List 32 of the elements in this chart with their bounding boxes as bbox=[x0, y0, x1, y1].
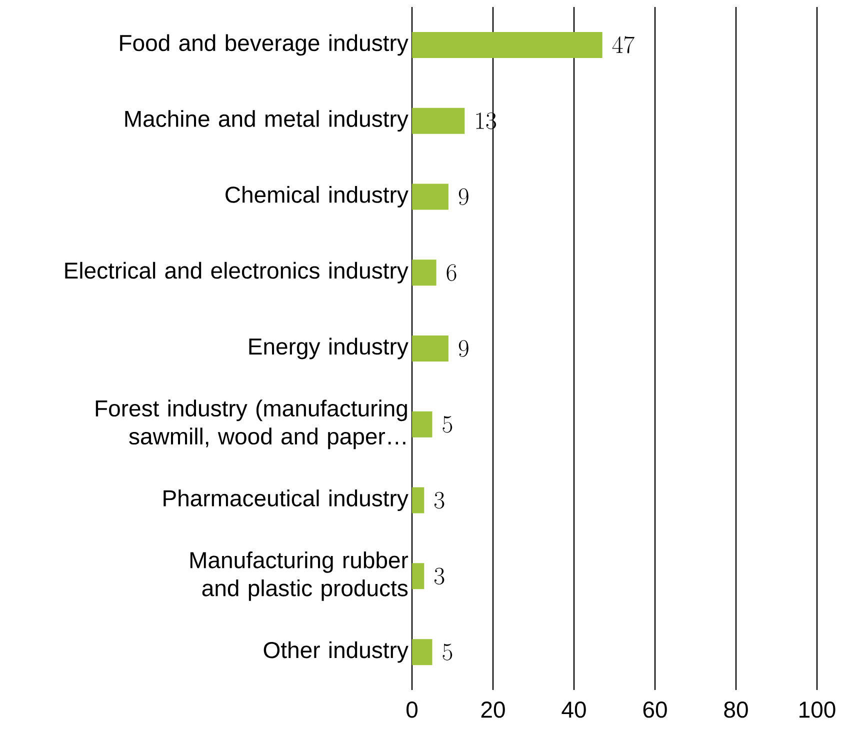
x-tick-label: 40 bbox=[562, 702, 586, 718]
y-tick-label: Forest industry (manufacturing sawmill, wood and paper… bbox=[96, 400, 407, 450]
data-label: 9 bbox=[458, 188, 468, 206]
x-tick-label: 20 bbox=[481, 702, 505, 718]
data-label: 3 bbox=[434, 492, 444, 509]
y-tick-label: Electrical and electronics industry bbox=[65, 262, 408, 284]
bar bbox=[412, 108, 465, 134]
data-label: 6 bbox=[446, 264, 456, 281]
bar bbox=[412, 411, 432, 438]
data-label: 9 bbox=[458, 340, 468, 357]
bar bbox=[412, 336, 448, 362]
data-label: 47 bbox=[612, 36, 634, 54]
y-tick-label: Other industry bbox=[264, 641, 408, 663]
y-tick-label: Manufacturing rubber and plastic products bbox=[190, 551, 408, 601]
y-tick-label: Food and beverage industry bbox=[120, 34, 408, 56]
x-tick-label: 100 bbox=[800, 702, 836, 718]
bar bbox=[412, 184, 448, 210]
y-tick-label: Machine and metal industry bbox=[125, 110, 408, 132]
data-label: 5 bbox=[442, 644, 452, 660]
data-label: 5 bbox=[442, 416, 452, 433]
x-tick-label: 60 bbox=[643, 702, 667, 718]
y-tick-label: Chemical industry bbox=[226, 186, 408, 208]
bar bbox=[412, 563, 424, 590]
x-tick-label: 0 bbox=[406, 702, 418, 718]
bar bbox=[412, 32, 602, 58]
y-tick-label: Pharmaceutical industry bbox=[164, 490, 408, 511]
bar bbox=[412, 639, 432, 666]
x-tick-label: 80 bbox=[724, 702, 748, 718]
bar bbox=[412, 260, 436, 286]
bar bbox=[412, 487, 424, 514]
y-tick-label: Energy industry bbox=[249, 338, 408, 360]
data-label: 3 bbox=[434, 568, 444, 585]
